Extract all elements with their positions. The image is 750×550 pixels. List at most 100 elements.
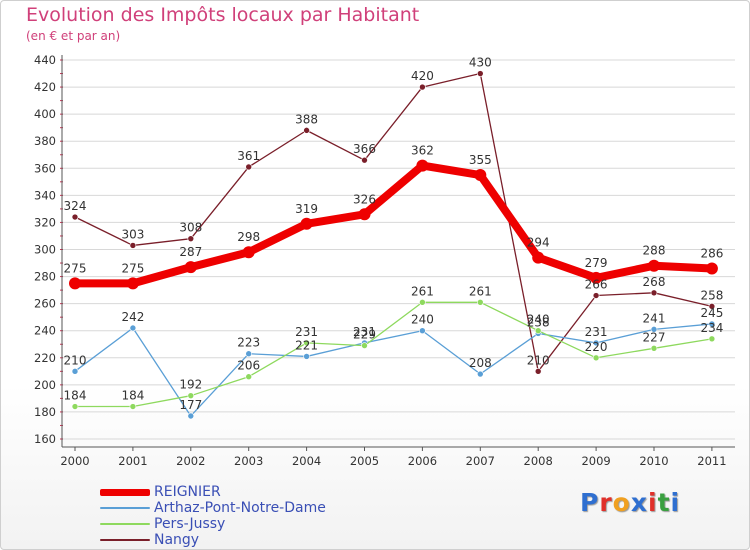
data-label: 268 xyxy=(643,275,666,289)
data-point xyxy=(592,339,600,347)
data-label: 221 xyxy=(295,338,318,352)
y-tick-label: 420 xyxy=(34,80,56,94)
data-label: 361 xyxy=(237,149,260,163)
legend-label: REIGNIER xyxy=(154,484,221,500)
y-tick-label: 380 xyxy=(34,134,56,148)
data-point xyxy=(245,373,252,381)
data-label: 430 xyxy=(469,56,492,70)
data-label: 303 xyxy=(121,227,144,241)
y-tick-label: 360 xyxy=(34,161,56,175)
data-label: 208 xyxy=(469,356,492,370)
data-point xyxy=(303,339,310,347)
series-line xyxy=(74,72,713,372)
data-point xyxy=(416,159,429,172)
data-point xyxy=(245,350,252,358)
data-label: 261 xyxy=(469,284,492,298)
logo-letter: x xyxy=(630,488,648,517)
legend-label: Nangy xyxy=(154,532,200,548)
data-label: 229 xyxy=(353,328,376,342)
data-point xyxy=(532,251,545,264)
data-point xyxy=(69,277,81,290)
data-point xyxy=(187,235,195,242)
data-point xyxy=(71,403,79,410)
data-label: 362 xyxy=(411,144,434,158)
data-point xyxy=(648,259,660,272)
logo-letter: t xyxy=(657,488,671,517)
data-point xyxy=(187,392,195,399)
data-label: 294 xyxy=(527,236,550,250)
data-point xyxy=(245,163,252,171)
logo-letter: r xyxy=(599,488,613,517)
legend-swatch xyxy=(100,488,150,496)
y-tick-label: 220 xyxy=(34,351,56,365)
data-label: 231 xyxy=(295,325,318,339)
data-label: 184 xyxy=(121,389,144,403)
legend-swatch xyxy=(100,523,150,525)
data-point xyxy=(303,353,310,360)
data-label: 287 xyxy=(179,245,202,259)
data-label: 234 xyxy=(700,321,723,335)
y-tick-label: 240 xyxy=(34,324,56,338)
proxiti-logo: Proxiti xyxy=(580,488,680,517)
y-tick-label: 340 xyxy=(34,188,56,202)
data-labels: 324 303 308 361 388 366 420 430 210 266 268 258 210 2… xyxy=(64,56,724,412)
chart-title: Evolution des Impôts locaux par Habitant xyxy=(26,4,420,26)
data-label: 238 xyxy=(527,315,550,329)
chart-subtitle: (en € et par an) xyxy=(26,29,121,43)
data-point xyxy=(590,271,603,284)
data-label: 258 xyxy=(700,288,723,302)
x-tick-label: 2005 xyxy=(350,454,379,468)
data-point xyxy=(419,83,426,91)
grid-lines xyxy=(62,59,735,440)
data-label: 240 xyxy=(411,313,434,327)
data-point xyxy=(129,403,137,410)
data-point xyxy=(705,262,718,275)
data-point xyxy=(129,242,137,249)
legend-label: Arthaz-Pont-Notre-Dame xyxy=(154,500,326,516)
data-point xyxy=(476,370,484,378)
data-point xyxy=(300,217,313,230)
data-point xyxy=(592,354,600,362)
x-tick-label: 2009 xyxy=(581,454,610,468)
x-tick-label: 2010 xyxy=(639,454,668,468)
logo-letter: i xyxy=(648,488,658,517)
y-tick-label: 200 xyxy=(34,378,56,392)
data-label: 242 xyxy=(121,310,144,324)
data-label: 206 xyxy=(237,359,260,373)
data-point xyxy=(708,320,716,328)
data-label: 210 xyxy=(527,353,550,367)
legend-label: Pers-Jussy xyxy=(154,516,226,532)
data-point xyxy=(419,327,426,335)
y-tick-label: 160 xyxy=(34,432,56,446)
legend-swatch xyxy=(100,507,150,509)
axes: 160 180 200 220 240 260 280 300 320 340 360 380 400 4… xyxy=(34,53,735,468)
data-point xyxy=(650,345,658,352)
data-label: 279 xyxy=(585,256,608,270)
data-point xyxy=(361,342,368,349)
data-point xyxy=(708,335,716,343)
series-lines xyxy=(69,70,718,420)
data-point xyxy=(126,277,139,290)
data-label: 223 xyxy=(237,336,260,350)
x-tick-label: 2011 xyxy=(697,454,726,468)
data-point xyxy=(361,156,368,164)
data-label: 308 xyxy=(179,221,202,235)
data-label: 241 xyxy=(643,311,666,325)
data-point xyxy=(534,368,542,375)
series-line xyxy=(71,161,716,288)
y-tick-label: 260 xyxy=(34,297,56,311)
y-tick-label: 440 xyxy=(34,53,56,67)
legend-swatch xyxy=(100,539,150,541)
data-point xyxy=(242,246,255,259)
x-tick-label: 2000 xyxy=(60,454,89,468)
data-label: 275 xyxy=(121,261,144,275)
data-point xyxy=(650,326,658,333)
data-label: 388 xyxy=(295,112,318,126)
x-tick-label: 2006 xyxy=(408,454,437,468)
data-label: 355 xyxy=(469,153,492,167)
logo-letter: o xyxy=(612,488,631,517)
data-label: 192 xyxy=(179,378,202,392)
x-tick-label: 2008 xyxy=(524,454,553,468)
y-tick-label: 320 xyxy=(34,215,56,229)
